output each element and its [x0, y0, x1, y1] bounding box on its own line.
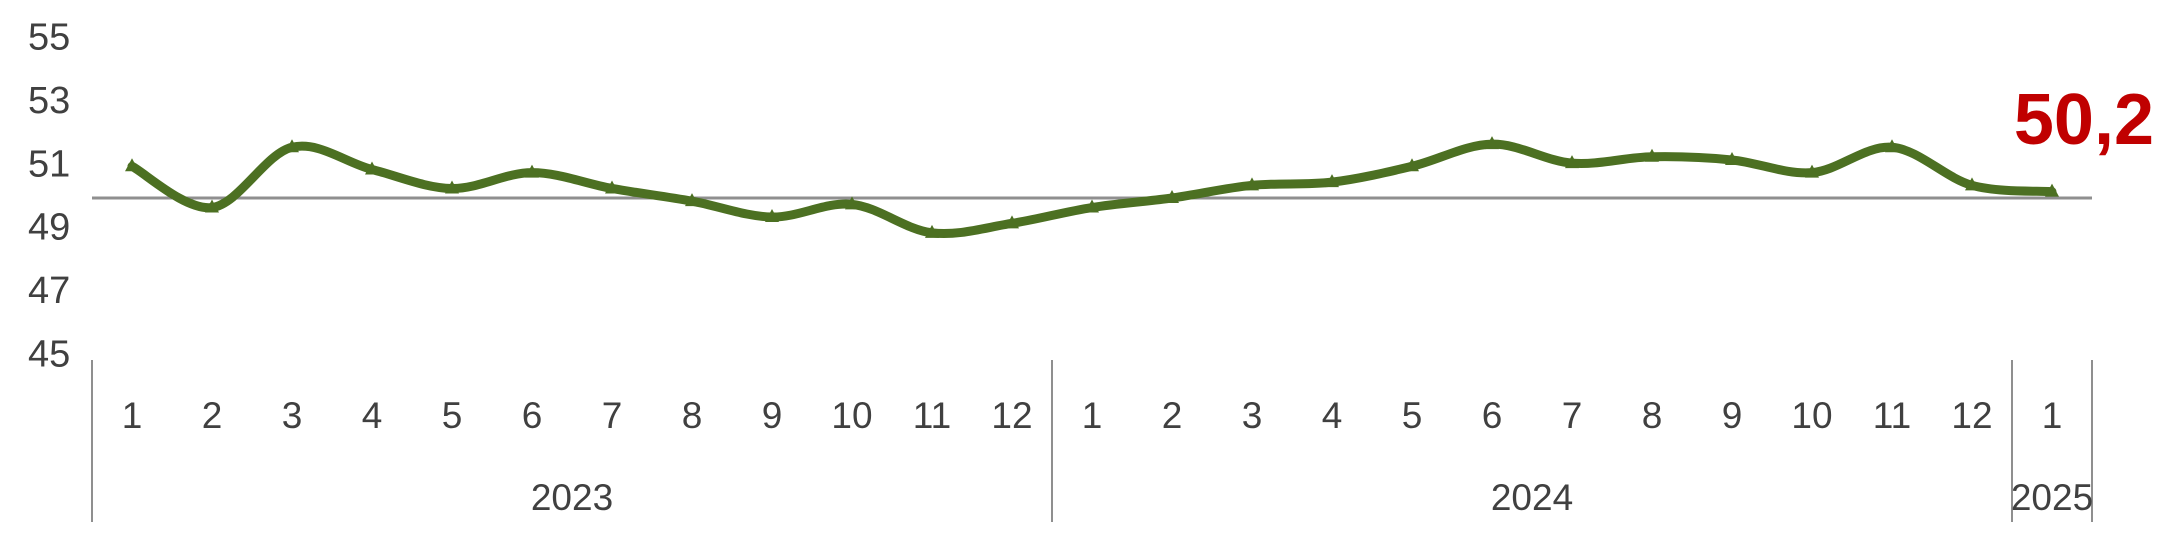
month-tick-label: 3 [282, 395, 303, 436]
data-point-marker [685, 193, 699, 207]
month-tick-label: 10 [1791, 395, 1832, 436]
data-point-marker [1645, 148, 1659, 162]
month-tick-label: 4 [1322, 395, 1343, 436]
data-point-marker [1965, 177, 1979, 191]
data-point-marker [1565, 155, 1579, 169]
month-tick-label: 6 [522, 395, 543, 436]
data-point-marker [605, 180, 619, 194]
data-point-marker [125, 158, 139, 172]
data-point-marker [1805, 164, 1819, 178]
month-tick-label: 7 [1562, 395, 1583, 436]
month-tick-label: 3 [1242, 395, 1263, 436]
data-point-marker [1885, 139, 1899, 153]
month-tick-label: 8 [682, 395, 703, 436]
month-tick-label: 1 [2042, 395, 2063, 436]
data-point-marker [1405, 158, 1419, 172]
month-tick-label: 2 [202, 395, 223, 436]
data-point-marker [1725, 151, 1739, 165]
month-tick-label: 10 [831, 395, 872, 436]
y-axis-tick-label: 45 [28, 334, 70, 376]
data-point-marker [765, 209, 779, 223]
data-point-marker [1485, 136, 1499, 150]
y-axis-tick-label: 51 [28, 143, 70, 185]
data-point-marker [445, 180, 459, 194]
month-tick-label: 1 [1082, 395, 1103, 436]
data-point-marker [1165, 190, 1179, 203]
data-point-marker [205, 199, 219, 213]
month-tick-label: 11 [1873, 395, 1911, 436]
month-tick-label: 1 [122, 395, 143, 436]
y-axis-tick-label: 53 [28, 80, 70, 122]
y-axis-tick-label: 49 [28, 207, 70, 249]
data-point-marker [1245, 177, 1259, 191]
y-axis-tick-label: 47 [28, 270, 70, 312]
year-label: 2025 [2011, 477, 2093, 518]
month-tick-label: 2 [1162, 395, 1183, 436]
data-point-marker [2045, 183, 2059, 197]
month-tick-label: 12 [991, 395, 1032, 436]
last-value-label: 50,2 [2013, 80, 2154, 160]
month-tick-label: 9 [762, 395, 783, 436]
data-point-marker [845, 196, 859, 210]
data-point-marker [285, 139, 299, 153]
month-tick-label: 5 [1402, 395, 1423, 436]
month-tick-label: 12 [1951, 395, 1992, 436]
data-point-marker [1325, 174, 1339, 188]
year-label: 2023 [531, 477, 613, 518]
month-tick-label: 8 [1642, 395, 1663, 436]
month-tick-label: 9 [1722, 395, 1743, 436]
month-tick-label: 6 [1482, 395, 1503, 436]
data-point-marker [365, 161, 379, 175]
data-point-marker [525, 164, 539, 178]
y-axis-tick-label: 55 [28, 17, 70, 59]
data-point-marker [1085, 199, 1099, 213]
month-tick-label: 11 [913, 395, 951, 436]
data-point-marker [925, 224, 939, 238]
month-tick-label: 4 [362, 395, 383, 436]
data-series-line [127, 139, 2057, 238]
month-tick-label: 5 [442, 395, 463, 436]
month-tick-label: 7 [602, 395, 623, 436]
year-label: 2024 [1491, 477, 1573, 518]
data-point-marker [1005, 215, 1019, 229]
